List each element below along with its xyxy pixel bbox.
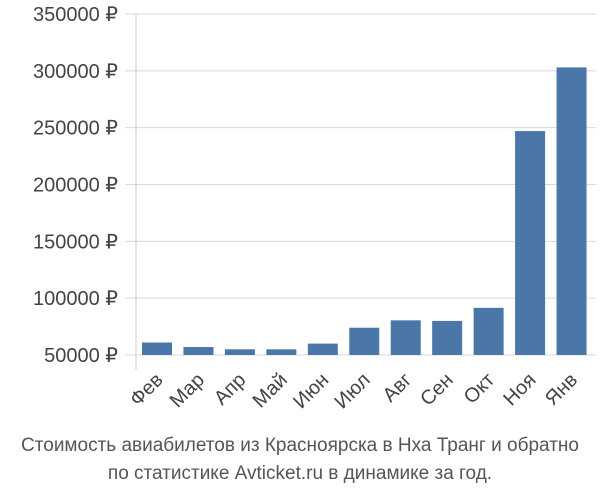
- x-tick-label: Июн: [289, 369, 333, 413]
- x-tick-label: Май: [249, 369, 292, 412]
- y-tick-label: 300000 ₽: [33, 61, 118, 83]
- caption-line-1: Стоимость авиабилетов из Красноярска в Н…: [21, 435, 579, 456]
- bar: [307, 343, 338, 355]
- y-tick-label: 100000 ₽: [33, 288, 118, 310]
- x-tick-label: Апр: [210, 369, 251, 410]
- price-bar-chart: 50000 ₽ 100000 ₽ 150000 ₽ 200000 ₽ 250000 ₽ 3…: [33, 4, 596, 413]
- bar: [183, 347, 214, 355]
- bar: [266, 349, 297, 355]
- bars: [142, 67, 587, 355]
- y-tick-label: 350000 ₽: [33, 4, 118, 26]
- y-axis-ticks: 50000 ₽ 100000 ₽ 150000 ₽ 200000 ₽ 250000 ₽ 3…: [33, 4, 118, 367]
- bar: [556, 67, 587, 355]
- x-tick-label: Ноя: [499, 369, 540, 410]
- y-tick-label: 250000 ₽: [33, 118, 118, 140]
- y-tick-label: 200000 ₽: [33, 175, 118, 197]
- y-tick-label: 150000 ₽: [33, 231, 118, 253]
- x-tick-label: Янв: [541, 369, 582, 410]
- bar: [515, 131, 546, 355]
- bar: [432, 320, 463, 355]
- bar: [224, 349, 255, 355]
- bar: [349, 327, 380, 355]
- caption-line-2: по статистике Avticket.ru в динамике за …: [107, 463, 493, 484]
- y-tick-label: 50000 ₽: [44, 345, 118, 367]
- bar: [473, 307, 504, 355]
- x-tick-label: Окт: [460, 369, 499, 408]
- bar: [390, 320, 421, 355]
- x-tick-label: Мар: [166, 369, 209, 412]
- x-tick-label: Фев: [126, 369, 168, 411]
- bar: [142, 342, 172, 355]
- gridlines: [125, 13, 596, 356]
- x-tick-label: Авг: [379, 369, 417, 407]
- x-tick-label: Июл: [331, 369, 375, 413]
- x-tick-label: Сен: [416, 369, 457, 410]
